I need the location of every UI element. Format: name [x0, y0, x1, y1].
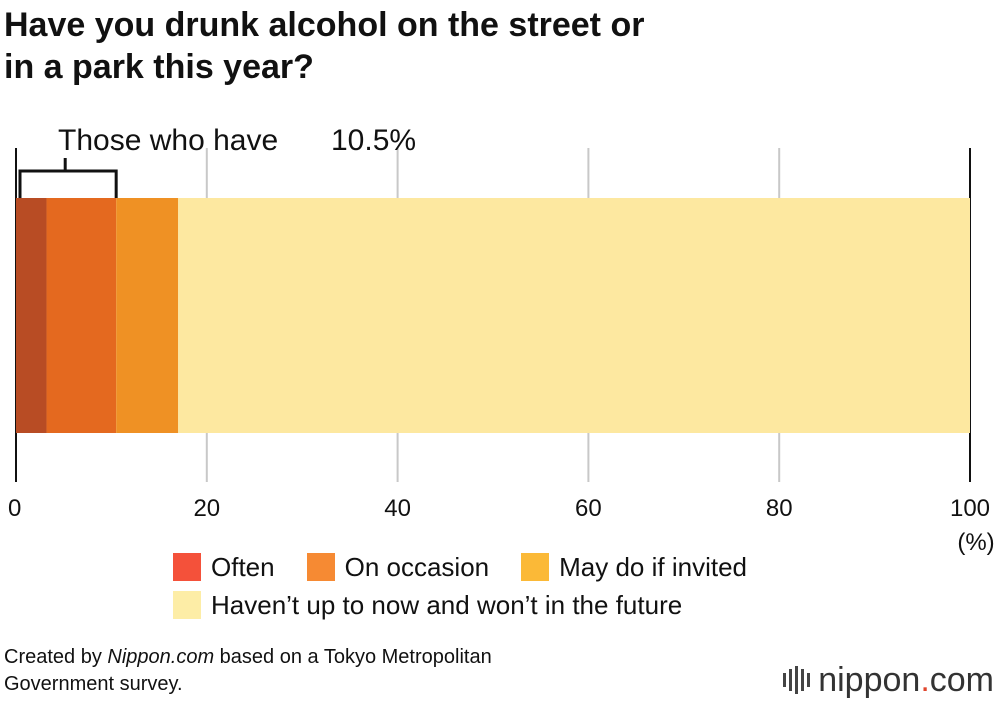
legend-row-1: Often On occasion May do if invited: [173, 548, 893, 586]
x-tick-label-40: 40: [384, 495, 411, 522]
x-tick-label-100: 100: [950, 495, 990, 522]
source-site: Nippon.com: [107, 646, 215, 668]
legend-label-often: Often: [211, 552, 275, 582]
stacked-bar-chart: 0 20 40 60 80 100 (%) Those who have 10.5%: [8, 124, 995, 556]
legend-item-on-occasion: On occasion: [306, 548, 490, 586]
legend-label-havent: Haven’t up to now and won’t in the futur…: [211, 590, 683, 620]
annotation-bracket: [18, 169, 118, 198]
legend-item-havent: Haven’t up to now and won’t in the futur…: [173, 586, 682, 624]
legend-swatch-may-do-if-invited: [521, 553, 550, 581]
x-tick-label-20: 20: [193, 495, 220, 522]
chart-title-line-1: Have you drunk alcohol on the street or: [4, 6, 645, 44]
legend-item-often: Often: [173, 548, 275, 586]
legend-label-may-do-if-invited: May do if invited: [559, 552, 747, 582]
x-tick-label-80: 80: [766, 495, 793, 522]
source-note-line-1: Created by Nippon.com based on a Tokyo M…: [4, 644, 704, 671]
bar-segments: [16, 198, 970, 433]
bar-segment-often: [16, 198, 47, 433]
annotation-label: Those who have: [58, 124, 278, 157]
annotation: Those who have 10.5%: [18, 124, 416, 198]
logo-bars-icon: [783, 666, 811, 694]
source-note: Created by Nippon.com based on a Tokyo M…: [4, 644, 704, 698]
bar-segment-haven-t-up-to-now-and-won-t-in-the-future: [178, 198, 970, 433]
logo-dot: .: [920, 661, 930, 699]
logo-name: nippon: [818, 661, 921, 699]
source-suffix: based on a Tokyo Metropolitan: [214, 646, 492, 668]
annotation-value: 10.5%: [331, 124, 416, 157]
source-prefix: Created by: [4, 646, 108, 668]
source-note-line-2: Government survey.: [4, 673, 183, 695]
x-axis: 0 20 40 60 80 100 (%): [8, 495, 995, 556]
legend-label-on-occasion: On occasion: [344, 552, 490, 582]
x-unit-label: (%): [957, 529, 994, 556]
chart-title-line-2: in a park this year?: [4, 48, 314, 86]
nippon-logo: nippon. com: [783, 660, 994, 700]
chart-title: Have you drunk alcohol on the street or …: [4, 4, 904, 88]
x-tick-label-0: 0: [8, 495, 21, 522]
legend-swatch-often: [173, 553, 201, 581]
bar-segment-on-occasion: [46, 198, 117, 433]
legend-row-2: Haven’t up to now and won’t in the futur…: [173, 586, 893, 624]
legend-item-may-do-if-invited: May do if invited: [521, 548, 747, 586]
bar-segment-may-do-if-invited: [116, 198, 179, 433]
logo-tld: com: [929, 661, 994, 699]
legend: Often On occasion May do if invited Have…: [173, 548, 893, 624]
legend-swatch-on-occasion: [306, 553, 335, 581]
x-tick-label-60: 60: [575, 495, 602, 522]
legend-swatch-havent: [173, 591, 201, 619]
